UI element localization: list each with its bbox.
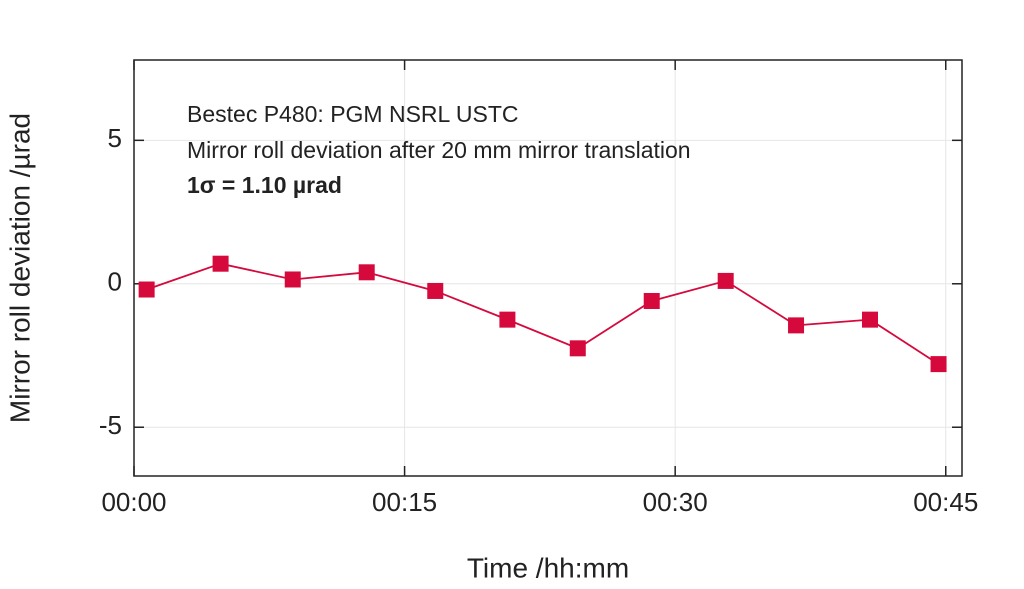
x-tick-label: 00:30 (643, 487, 708, 517)
data-point (930, 356, 947, 373)
y-tick-label: 5 (108, 123, 122, 153)
data-point (284, 271, 301, 288)
y-tick-label: 0 (108, 267, 122, 297)
data-line (146, 262, 940, 365)
data-point (358, 264, 375, 281)
data-point (862, 311, 878, 328)
data-point (427, 282, 444, 299)
annotation: Bestec P480: PGM NSRL USTC (187, 101, 518, 127)
data-point (138, 281, 155, 298)
data-point (717, 272, 734, 289)
data-point (499, 311, 516, 328)
data-point (643, 292, 660, 309)
annotation: 1σ = 1.10 µrad (187, 172, 342, 198)
x-tick-label: 00:45 (913, 487, 978, 517)
x-tick-label: 00:00 (101, 487, 166, 517)
data-point (569, 340, 586, 357)
y-tick-label: -5 (99, 410, 122, 440)
annotation: Mirror roll deviation after 20 mm mirror… (187, 137, 691, 163)
data-point (212, 255, 229, 272)
plot: -5 0 5 00:00 00:15 00:30 00:45 (99, 59, 978, 517)
data-point (788, 317, 805, 334)
y-axis-label: Mirror roll deviation /µrad (4, 113, 35, 423)
x-tick-label: 00:15 (372, 487, 437, 517)
plot-frame (133, 59, 963, 477)
x-axis-label: Time /hh:mm (467, 552, 629, 583)
